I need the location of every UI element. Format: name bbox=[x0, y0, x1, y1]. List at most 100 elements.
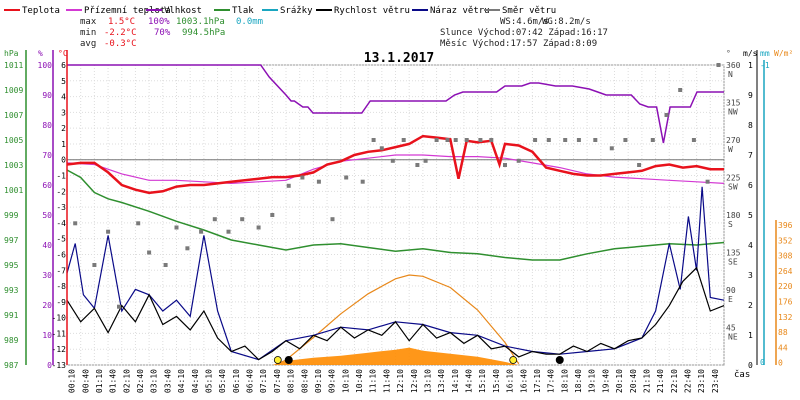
wind-direction-point bbox=[609, 146, 614, 151]
wind-direction-point bbox=[705, 179, 710, 184]
axis-w-tick: 264 bbox=[778, 267, 793, 276]
axis-c-tick: 0 bbox=[61, 156, 66, 165]
temperature-line bbox=[66, 134, 724, 195]
axis-x-tick: 15:10 bbox=[478, 369, 487, 393]
axis-x-tick: 16:10 bbox=[506, 369, 515, 393]
wind-direction-point bbox=[516, 158, 521, 163]
axis-dir-label: ° bbox=[726, 49, 731, 58]
axis-ms-label: m/s bbox=[743, 49, 758, 58]
axis-c-tick: -9 bbox=[56, 298, 66, 307]
axis-dir-tick: 180 bbox=[726, 211, 741, 220]
axis-x-tick: 12:40 bbox=[410, 369, 419, 393]
axis-x-tick: 21:40 bbox=[656, 369, 665, 393]
axis-w-tick: 220 bbox=[778, 282, 793, 291]
axis-x-tick: 17:10 bbox=[533, 369, 542, 393]
stat-wg: WG:8.2m/s bbox=[542, 17, 591, 27]
axis-ms-tick: 1 bbox=[748, 331, 753, 340]
wind-direction-point bbox=[136, 221, 141, 226]
axis-pct-tick: 50 bbox=[42, 211, 52, 220]
axis-ms-tick: 2 bbox=[748, 301, 753, 310]
axis-w-tick: 396 bbox=[778, 221, 793, 230]
wind-direction-point bbox=[637, 163, 642, 167]
axis-mm-tick: -1 bbox=[760, 61, 770, 70]
legend-item-label: Tlak bbox=[232, 6, 254, 16]
axis-dir-tick: 360 bbox=[726, 61, 741, 70]
axis-w-tick: 352 bbox=[778, 236, 793, 245]
axis-hpa-tick: 991 bbox=[4, 311, 19, 320]
wind-direction-point bbox=[650, 138, 655, 142]
axis-pct-tick: 70 bbox=[42, 151, 52, 160]
axis-ms-tick: 4 bbox=[748, 241, 753, 250]
axis-x-tick: 15:40 bbox=[492, 369, 501, 393]
wind-direction-point bbox=[270, 213, 275, 217]
axis-hpa-tick: 1003 bbox=[4, 161, 23, 170]
axis-x-tick: 14:40 bbox=[465, 369, 474, 393]
wind-direction-point bbox=[212, 217, 217, 222]
axis-hpa-tick: 989 bbox=[4, 336, 19, 345]
axis-c-tick: -4 bbox=[56, 219, 66, 228]
chart-grid bbox=[66, 64, 725, 366]
wind-direction-point bbox=[563, 138, 568, 142]
axis-c-tick: 3 bbox=[61, 108, 66, 117]
wind-direction-point bbox=[623, 138, 628, 142]
legend-item-label: Směr větru bbox=[502, 6, 556, 16]
wind-direction-point bbox=[344, 175, 349, 180]
axis-c-tick: -2 bbox=[56, 187, 66, 196]
axis-c-tick: -12 bbox=[52, 345, 67, 354]
axis-x-tick: 23:10 bbox=[697, 369, 706, 393]
axis-ms-tick: 8 bbox=[748, 121, 753, 130]
wind-direction-point bbox=[593, 138, 598, 142]
wind-direction-point bbox=[117, 304, 121, 309]
axis-x-tick: 02:40 bbox=[136, 369, 145, 393]
axis-x-tick: 03:10 bbox=[150, 369, 159, 393]
wind-direction-point bbox=[174, 225, 179, 230]
axis-x-tick: 07:40 bbox=[273, 369, 282, 393]
axis-pct-tick: 100 bbox=[38, 61, 53, 70]
pressure-line bbox=[66, 169, 725, 261]
axis-x-tick: 00:40 bbox=[81, 369, 90, 393]
axis-w-tick: 176 bbox=[778, 298, 793, 307]
wind-direction-point bbox=[401, 138, 406, 142]
wind-direction-point bbox=[147, 250, 152, 255]
wind-direction-point bbox=[576, 138, 581, 142]
ground-temp-line bbox=[66, 154, 725, 185]
axis-x-tick: 05:10 bbox=[204, 369, 213, 393]
wind-direction-point bbox=[434, 138, 439, 142]
legend-item-label: Rychlost větru bbox=[334, 6, 410, 16]
moonset-marker bbox=[284, 356, 293, 364]
wind-direction-point bbox=[664, 113, 669, 117]
axis-pct-tick: 40 bbox=[42, 241, 52, 250]
axis-x-label: čas bbox=[734, 369, 750, 380]
axis-c-tick: -1 bbox=[56, 172, 66, 181]
axis-w-tick: 308 bbox=[778, 252, 793, 261]
axis-ms-tick: 6 bbox=[748, 181, 753, 190]
axis-x-tick: 23:40 bbox=[711, 369, 720, 393]
axis-hpa-tick: 1009 bbox=[4, 86, 23, 95]
axis-dir-name: SE bbox=[728, 258, 738, 267]
chart-series bbox=[66, 63, 725, 366]
axis-dir-name: NE bbox=[728, 333, 738, 342]
axis-hpa-tick: 1001 bbox=[4, 186, 23, 195]
wind-direction-point bbox=[163, 263, 168, 267]
axis-c-tick: -10 bbox=[52, 314, 67, 323]
axis-x-tick: 20:40 bbox=[629, 369, 638, 393]
sunrise-marker bbox=[273, 356, 282, 364]
wind-direction-point bbox=[240, 217, 245, 222]
axis-dir-name: NW bbox=[728, 108, 738, 117]
axis-ms-tick: 5 bbox=[748, 211, 753, 220]
axis-c-tick: -5 bbox=[56, 235, 66, 244]
axis-c-tick: 2 bbox=[61, 124, 66, 133]
wind-direction-point bbox=[445, 138, 450, 142]
axis-dir-tick: 270 bbox=[726, 136, 741, 145]
wind-direction-point bbox=[533, 138, 538, 142]
axis-x-tick: 16:40 bbox=[519, 369, 528, 393]
axis-x-tick: 02:10 bbox=[122, 369, 131, 393]
axis-c-tick: 4 bbox=[61, 93, 66, 102]
wind-direction-point bbox=[300, 175, 305, 180]
axis-ms-tick: 9 bbox=[748, 91, 753, 100]
axis-dir-name: E bbox=[728, 295, 733, 304]
stat-min-hum: 70% bbox=[154, 28, 171, 38]
axis-dir-tick: 135 bbox=[726, 249, 741, 258]
axis-x-tick: 04:10 bbox=[177, 369, 186, 393]
